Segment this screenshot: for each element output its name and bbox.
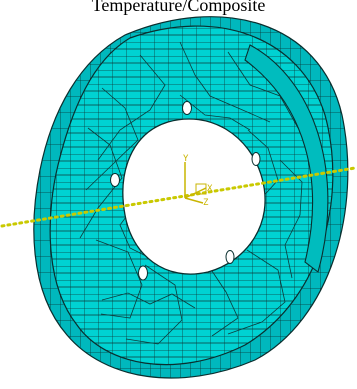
triad-z-label: Z (203, 198, 209, 208)
bolt-hole-3 (225, 250, 235, 264)
triad-x-label: X (207, 184, 213, 194)
bolt-hole-1 (182, 101, 192, 115)
center-hole (122, 118, 266, 275)
bolt-hole-5 (110, 173, 120, 187)
inner-ring (244, 44, 329, 273)
mesh-lines (79, 41, 303, 345)
viewport-header-text: Temperature/Composite (91, 0, 266, 15)
coordinate-triad: Y X Z (183, 154, 213, 208)
bolt-hole-4 (138, 265, 148, 281)
triad-y-label: Y (183, 154, 189, 164)
bolt-hole-2 (251, 152, 261, 166)
symmetry-axis-line (0, 166, 357, 228)
